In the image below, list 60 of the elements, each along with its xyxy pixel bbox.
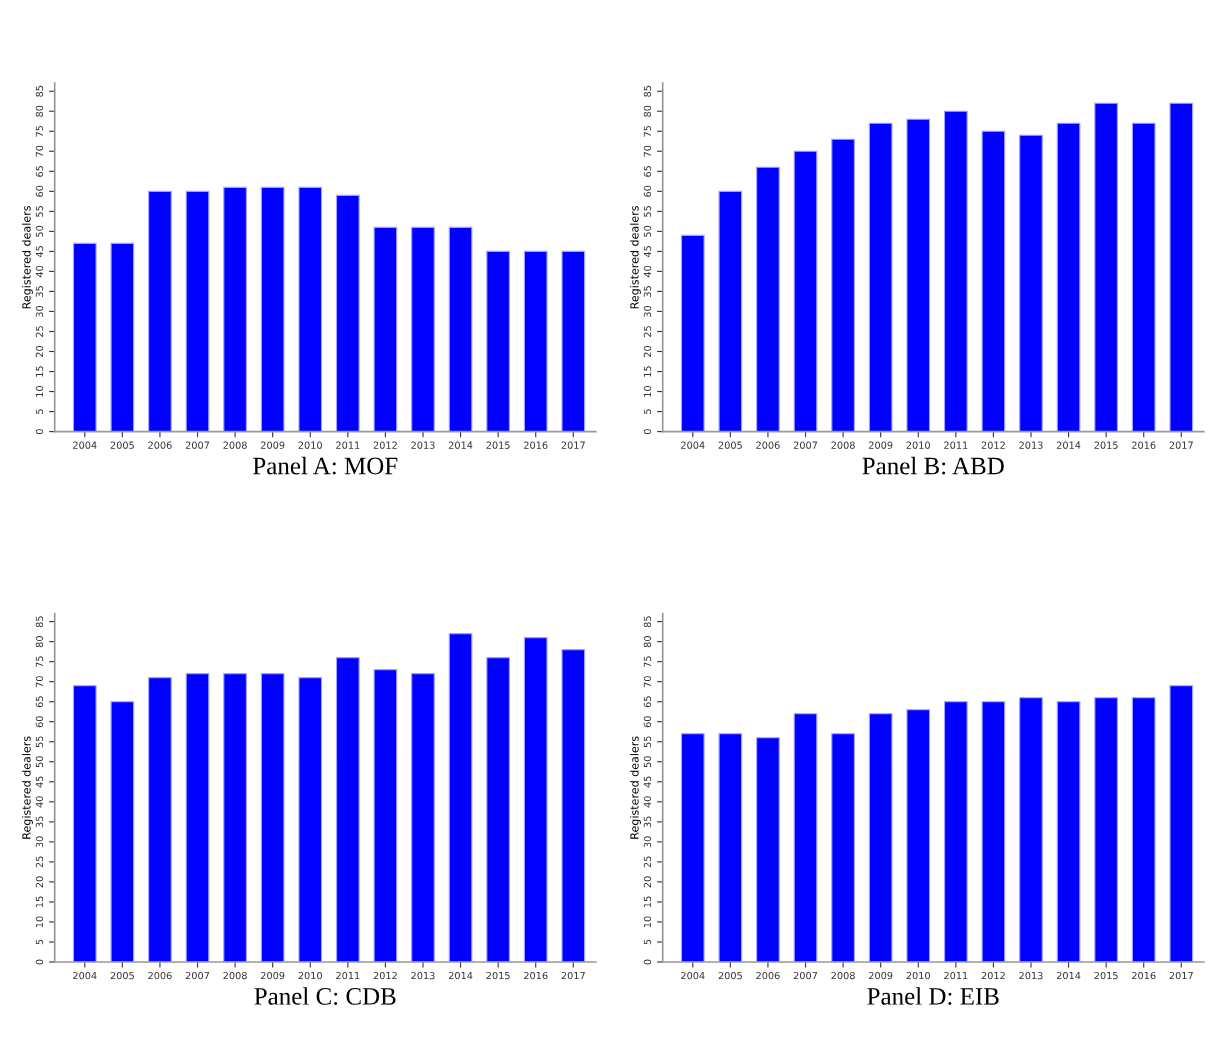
bar: [1056, 122, 1081, 432]
bar: [1094, 697, 1118, 962]
bar: [1094, 102, 1118, 432]
bar: [335, 194, 360, 432]
bar: [906, 118, 931, 432]
bar: [298, 677, 323, 962]
bar: [110, 242, 135, 432]
text: Panel D: EIB: [867, 987, 999, 1005]
bar: [680, 733, 705, 962]
bar: [523, 250, 548, 432]
bar: [831, 733, 855, 962]
bar: [448, 633, 473, 962]
bar: [486, 250, 510, 432]
text: Panel C: CDB: [254, 987, 396, 1005]
bar: [718, 190, 743, 432]
bar: [185, 673, 210, 962]
bar: [72, 242, 97, 432]
bar: [831, 138, 855, 432]
bar: [1169, 102, 1194, 432]
bar: [373, 226, 398, 432]
bar: [298, 186, 323, 432]
bar: [943, 701, 968, 962]
bar: [906, 709, 931, 962]
bar: [260, 673, 285, 962]
bar: [1169, 685, 1194, 962]
bar: [981, 701, 1006, 962]
bar: [793, 713, 818, 962]
bar: [448, 226, 473, 432]
bar: [148, 677, 172, 962]
bar: [756, 166, 780, 432]
bar: [793, 150, 818, 432]
bar: [680, 234, 705, 432]
bar: [110, 701, 135, 962]
text: Panel B: ABD: [862, 456, 1004, 475]
bar: [523, 637, 548, 962]
bar: [223, 673, 247, 962]
bar: [1019, 134, 1043, 432]
bar: [981, 130, 1006, 432]
bar: [1019, 697, 1043, 962]
text: Panel A: MOF: [253, 456, 398, 475]
bar: [561, 649, 586, 962]
bar: [486, 657, 510, 962]
bar: [335, 657, 360, 962]
bar: [1131, 122, 1156, 432]
bar: [1056, 701, 1081, 962]
bar: [718, 733, 743, 962]
bar: [561, 250, 586, 432]
bar: [373, 669, 398, 962]
bar: [868, 713, 893, 962]
bar: [185, 190, 210, 432]
bar: [756, 737, 780, 962]
bar: [260, 186, 285, 432]
bar: [411, 226, 435, 432]
bar: [943, 110, 968, 432]
bar: [72, 685, 97, 962]
bar: [148, 190, 172, 432]
bar: [223, 186, 247, 432]
bar: [411, 673, 435, 962]
bar: [868, 122, 893, 432]
bar: [1131, 697, 1156, 962]
